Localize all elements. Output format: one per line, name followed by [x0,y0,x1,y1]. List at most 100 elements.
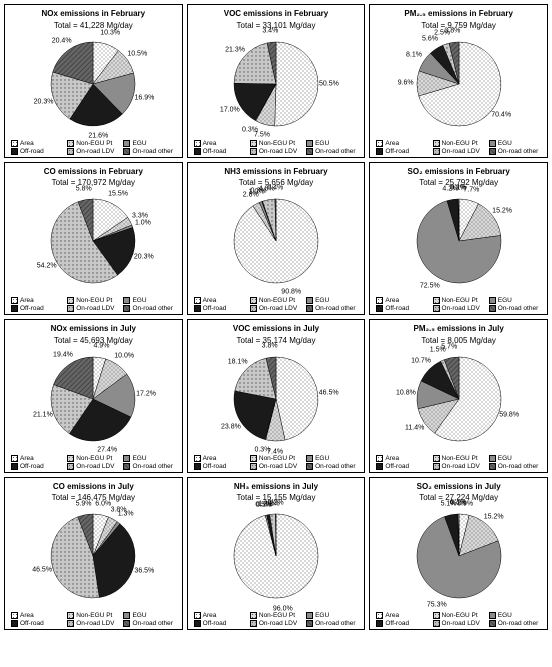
legend-item: Area [194,140,246,147]
legend-item: On-road other [306,463,358,470]
legend-label: On-road LDV [259,148,297,155]
legend-item: On-road other [489,305,541,312]
legend-swatch [11,620,18,627]
legend: AreaNon-EGU PtEGUOff-roadOn-road LDVOn-r… [192,455,361,470]
legend-item: Off-road [194,305,246,312]
legend-item: Non-EGU Pt [67,455,119,462]
legend: AreaNon-EGU PtEGUOff-roadOn-road LDVOn-r… [374,297,543,312]
legend-swatch [306,612,313,619]
legend-swatch [306,305,313,312]
pie-chart: 46.5%7.4%0.3%23.8%18.1%3.8% [226,349,326,449]
legend-swatch [376,612,383,619]
legend-item: Off-road [376,148,428,155]
legend-swatch [194,305,201,312]
legend-swatch [67,463,74,470]
chart-cell: SO₂ emissions in February Total = 25,792… [369,162,548,316]
legend-swatch [376,620,383,627]
legend-item: Area [376,297,428,304]
legend-label: EGU [315,612,329,619]
legend-item: Off-road [11,620,63,627]
legend-item: On-road LDV [250,305,302,312]
legend-label: On-road LDV [259,463,297,470]
legend-item: EGU [306,140,358,147]
legend-swatch [123,463,130,470]
legend-label: EGU [315,140,329,147]
legend-item: Non-EGU Pt [433,297,485,304]
legend-swatch [67,612,74,619]
legend-swatch [376,297,383,304]
legend-swatch [433,140,440,147]
legend-label: On-road other [132,148,172,155]
legend-item: Off-road [376,305,428,312]
legend-item: Off-road [194,148,246,155]
legend-swatch [11,463,18,470]
legend-item: On-road LDV [67,305,119,312]
legend-item: EGU [489,612,541,619]
legend-label: EGU [498,612,512,619]
legend-item: Area [11,455,63,462]
legend-swatch [433,305,440,312]
legend-label: Area [20,297,34,304]
legend-label: On-road LDV [442,305,480,312]
legend-item: EGU [306,455,358,462]
legend-swatch [194,455,201,462]
legend-label: Off-road [385,463,409,470]
legend-item: EGU [489,455,541,462]
legend-item: On-road other [123,148,175,155]
legend-label: Off-road [20,620,44,627]
legend-swatch [433,620,440,627]
legend-swatch [306,148,313,155]
legend-swatch [489,455,496,462]
legend-item: Off-road [376,463,428,470]
pie-chart: 96.0%0.5%0.1%1.1%2.2%0.2% [226,506,326,606]
legend-swatch [67,620,74,627]
legend-label: On-road other [498,620,538,627]
legend-swatch [67,305,74,312]
legend-swatch [123,612,130,619]
legend-item: On-road LDV [67,463,119,470]
legend-item: Area [11,612,63,619]
legend: AreaNon-EGU PtEGUOff-roadOn-road LDVOn-r… [9,297,178,312]
legend-label: On-road LDV [442,148,480,155]
legend-label: Non-EGU Pt [442,455,478,462]
legend-item: Non-EGU Pt [433,612,485,619]
legend: AreaNon-EGU PtEGUOff-roadOn-road LDVOn-r… [192,612,361,627]
chart-title: VOC emissions in February [224,9,328,19]
legend-label: On-road other [132,463,172,470]
legend-label: On-road other [498,305,538,312]
legend-swatch [123,297,130,304]
legend-item: EGU [123,297,175,304]
legend-item: Area [194,455,246,462]
legend-item: On-road other [489,148,541,155]
legend-label: On-road other [315,463,355,470]
legend-item: On-road LDV [433,305,485,312]
legend-swatch [306,463,313,470]
legend-label: Non-EGU Pt [76,297,112,304]
legend-item: Non-EGU Pt [433,140,485,147]
legend-swatch [11,140,18,147]
legend-item: Off-road [11,148,63,155]
legend-swatch [11,305,18,312]
pie-chart: 90.8%2.8%1.0%0.3%4.8%0.4% [226,191,326,291]
legend-item: Area [376,140,428,147]
chart-subtitle: Total = 170,972 Mg/day [52,178,135,187]
legend-label: Non-EGU Pt [259,297,295,304]
legend-label: Off-road [203,148,227,155]
legend-label: Area [20,612,34,619]
chart-title: CO emissions in July [53,482,134,492]
chart-title: NH₃ emissions in July [234,482,318,492]
legend-label: On-road LDV [259,620,297,627]
legend-item: On-road LDV [433,463,485,470]
legend-item: Non-EGU Pt [67,612,119,619]
legend-label: Area [203,140,217,147]
legend-label: EGU [498,455,512,462]
chart-cell: CO emissions in February Total = 170,972… [4,162,183,316]
legend-label: Non-EGU Pt [76,612,112,619]
pie-chart: 3.9%15.2%75.3%5.1%0.4%0.1% [409,506,509,606]
pie-chart: 4.9%10.0%17.2%27.4%21.1%19.4% [43,349,143,449]
legend-swatch [489,140,496,147]
chart-cell: PM₂.₅ emissions in February Total = 9,75… [369,4,548,158]
pie-chart: 6.0%3.8%1.3%36.5%46.5%5.9% [43,506,143,606]
legend-label: Area [20,140,34,147]
legend-label: On-road LDV [259,305,297,312]
